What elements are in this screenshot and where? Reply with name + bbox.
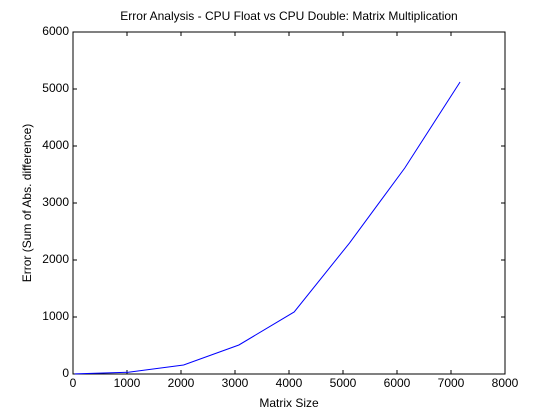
- y-tick-label: 0: [62, 366, 69, 380]
- plot-area: [72, 31, 506, 375]
- y-axis-label: Error (Sum of Abs. difference): [20, 124, 34, 283]
- y-tick-label: 5000: [42, 81, 69, 95]
- x-tick-label: 2000: [168, 376, 195, 390]
- x-tick-label: 3000: [222, 376, 249, 390]
- y-tick-label: 6000: [42, 24, 69, 38]
- x-axis-label: Matrix Size: [259, 396, 319, 410]
- x-tick-label: 1000: [114, 376, 141, 390]
- x-tick-label: 6000: [384, 376, 411, 390]
- x-tick-label: 8000: [492, 376, 519, 390]
- y-tick-label: 3000: [42, 195, 69, 209]
- y-tick-label: 1000: [42, 309, 69, 323]
- x-tick-label: 0: [70, 376, 77, 390]
- y-tick-label: 4000: [42, 138, 69, 152]
- x-tick-label: 7000: [438, 376, 465, 390]
- chart-title: Error Analysis - CPU Float vs CPU Double…: [120, 9, 457, 23]
- x-tick-label: 5000: [330, 376, 357, 390]
- data-line: [74, 81, 461, 375]
- y-tick-label: 2000: [42, 252, 69, 266]
- x-tick-label: 4000: [276, 376, 303, 390]
